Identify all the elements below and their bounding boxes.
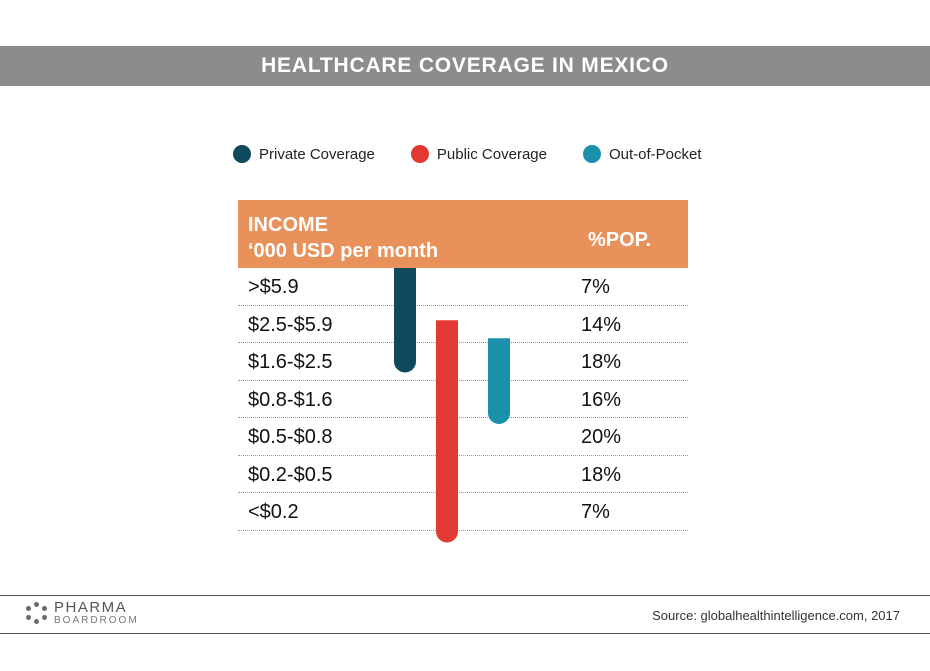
title-bar: HEALTHCARE COVERAGE IN MEXICO xyxy=(0,46,930,86)
table-header: INCOME ‘000 USD per month %POP. xyxy=(238,200,688,268)
pop-header: %POP. xyxy=(588,229,651,251)
income-header: INCOME ‘000 USD per month xyxy=(248,212,438,264)
pharma-boardroom-logo: PHARMA BOARDROOM xyxy=(26,600,139,626)
source-note: Source: globalhealthintelligence.com, 20… xyxy=(652,608,900,623)
legend-item-out-of-pocket: Out-of-Pocket xyxy=(582,145,702,163)
pop-cell: 14% xyxy=(581,313,622,336)
pop-cell: 16% xyxy=(581,388,622,411)
table-body: >$5.9 7% $2.5-$5.9 14% $1.6-$2.5 18% $0.… xyxy=(238,268,688,531)
table-row: $0.8-$1.6 16% xyxy=(238,381,688,418)
income-cell: >$5.9 xyxy=(248,276,299,298)
income-header-line1: INCOME xyxy=(248,214,328,236)
table-row: $0.2-$0.5 18% xyxy=(238,456,688,493)
table-row: $0.5-$0.8 20% xyxy=(238,418,688,456)
logo-text-line1: PHARMA xyxy=(54,599,128,616)
legend-dot-out-of-pocket xyxy=(582,145,601,163)
legend-dot-public xyxy=(410,145,429,163)
income-cell: $1.6-$2.5 xyxy=(248,351,333,373)
table-row: >$5.9 7% xyxy=(238,268,688,306)
table-row: $1.6-$2.5 18% xyxy=(238,343,688,381)
legend-label: Out-of-Pocket xyxy=(608,145,702,163)
footer-divider-bottom xyxy=(0,633,930,634)
income-cell: <$0.2 xyxy=(248,501,299,523)
pop-cell: 7% xyxy=(581,276,610,298)
income-cell: $0.8-$1.6 xyxy=(248,388,333,411)
income-header-line2: ‘000 USD per month xyxy=(248,240,439,262)
pop-cell: 20% xyxy=(581,426,622,448)
income-cell: $0.5-$0.8 xyxy=(248,426,333,448)
legend-dot-private xyxy=(233,145,251,163)
pop-cell: 18% xyxy=(581,351,622,373)
legend-label: Public Coverage xyxy=(436,145,547,163)
logo-dots-icon xyxy=(26,602,48,624)
legend-label: Private Coverage xyxy=(259,145,375,163)
logo-text-line2: BOARDROOM xyxy=(54,615,139,626)
legend-item-public: Public Coverage xyxy=(410,145,547,163)
table-row: $2.5-$5.9 14% xyxy=(238,306,688,343)
chart-title: HEALTHCARE COVERAGE IN MEXICO xyxy=(261,54,669,77)
pop-cell: 7% xyxy=(581,501,610,523)
income-cell: $2.5-$5.9 xyxy=(248,313,333,336)
footer-divider-top xyxy=(0,595,930,596)
pop-cell: 18% xyxy=(581,463,622,486)
table-row: <$0.2 7% xyxy=(238,493,688,531)
legend: Private Coverage Public Coverage Out-of-… xyxy=(233,141,702,167)
legend-item-private: Private Coverage xyxy=(233,145,375,163)
income-cell: $0.2-$0.5 xyxy=(248,463,333,486)
